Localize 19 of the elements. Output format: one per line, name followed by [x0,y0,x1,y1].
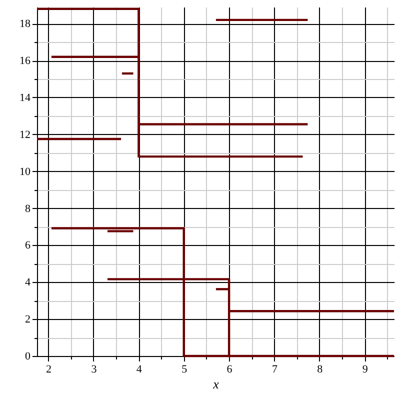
y-tick-label: 14 [20,92,31,104]
y-tick-label: 18 [20,18,31,30]
y-tick-label: 4 [25,276,31,289]
x-tick-label: 7 [272,364,278,376]
y-tick-label: 16 [20,55,31,68]
x-tick-label: 4 [136,364,142,376]
y-tick-label: 10 [20,166,31,178]
y-tick-label: 2 [25,314,30,326]
x-tick-label: 8 [317,364,324,376]
x-tick-label: 2 [46,364,52,376]
x-tick-label: 5 [182,364,188,376]
x-tick-label: 6 [226,364,233,376]
x-tick-label: 3 [91,364,98,376]
y-tick-label: 6 [25,240,31,252]
y-tick-label: 0 [25,350,31,362]
x-axis-title: x [212,376,220,392]
y-tick-label: 8 [25,202,31,215]
x-tick-label: 9 [362,364,368,376]
y-tick-label: 12 [20,128,30,141]
